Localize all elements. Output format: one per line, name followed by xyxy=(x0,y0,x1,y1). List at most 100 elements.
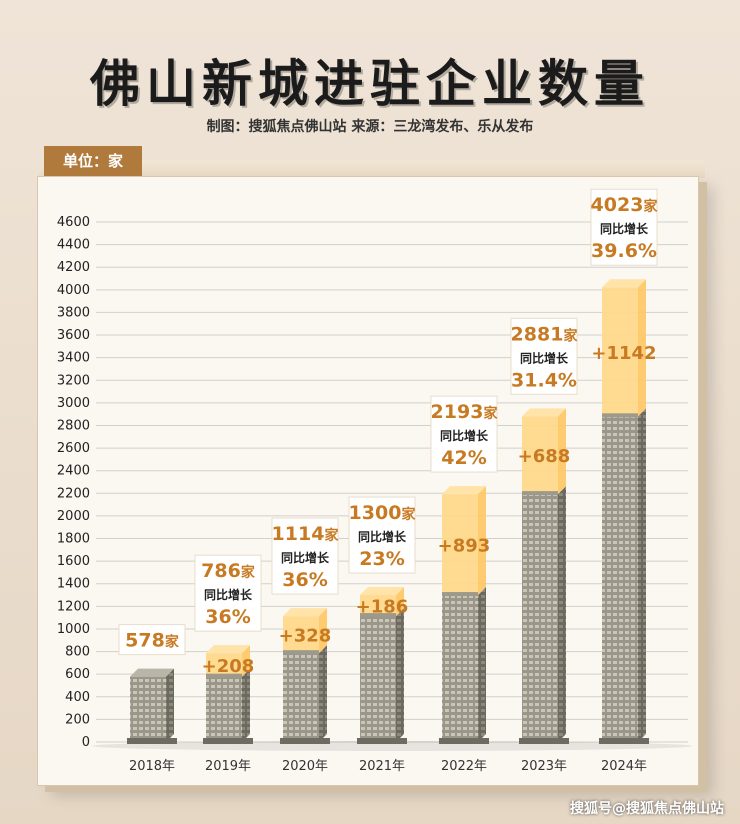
y-tick-label: 1200 xyxy=(57,599,90,614)
bar-base xyxy=(439,738,489,744)
y-tick-label: 3600 xyxy=(57,328,90,343)
value-number: 786 xyxy=(201,560,241,582)
yoy-label: 同比增长 xyxy=(204,587,253,602)
value-number: 2881 xyxy=(511,323,564,345)
y-tick-label: 2400 xyxy=(57,464,90,479)
y-tick-label: 0 xyxy=(82,735,90,750)
increment-top xyxy=(522,408,566,417)
y-tick-label: 400 xyxy=(65,690,90,705)
increment-side xyxy=(638,279,646,417)
y-tick-label: 1600 xyxy=(57,554,90,569)
value-label: 2881家 xyxy=(511,323,579,345)
yoy-label: 同比增长 xyxy=(358,529,407,544)
bar-side xyxy=(638,408,646,742)
increment-front xyxy=(360,595,396,617)
bar-front xyxy=(360,616,396,742)
increment-side xyxy=(319,608,327,654)
bar-side xyxy=(242,668,250,742)
yoy-value: 36% xyxy=(205,606,250,628)
y-tick-label: 4600 xyxy=(57,215,90,230)
callout-box xyxy=(194,554,262,632)
x-tick-label: 2023年 xyxy=(521,759,567,774)
increment-front xyxy=(602,287,638,417)
increment-top xyxy=(206,645,250,654)
y-tick-label: 3000 xyxy=(57,396,90,411)
increment-label: +208 xyxy=(202,656,255,677)
increment-label: +688 xyxy=(518,446,571,467)
value-unit: 家 xyxy=(241,564,256,581)
increment-top xyxy=(602,279,646,288)
y-tick-label: 4400 xyxy=(57,238,90,253)
y-tick-label: 1000 xyxy=(57,622,90,637)
bar-front xyxy=(442,595,478,742)
y-tick-label: 2800 xyxy=(57,418,90,433)
y-tick-label: 3200 xyxy=(57,373,90,388)
callout-box xyxy=(271,517,339,595)
increment-front xyxy=(283,616,319,654)
value-unit: 家 xyxy=(563,327,578,344)
x-tick-label: 2022年 xyxy=(441,759,487,774)
bar-roof-line xyxy=(360,613,396,618)
value-label: 786家 xyxy=(201,560,256,582)
value-unit: 家 xyxy=(165,634,180,651)
bar-side xyxy=(166,668,174,742)
yoy-value: 31.4% xyxy=(511,369,577,391)
bar-front xyxy=(130,676,166,742)
page-title: 佛山新城进驻企业数量 xyxy=(90,55,650,113)
y-tick-label: 200 xyxy=(65,712,90,727)
x-tick-label: 2018年 xyxy=(129,759,175,774)
value-label: 578家 xyxy=(125,630,180,652)
yoy-value: 39.6% xyxy=(591,240,657,262)
value-label: 1114家 xyxy=(272,523,340,545)
yoy-label: 同比增长 xyxy=(520,350,569,365)
y-tick-label: 3400 xyxy=(57,351,90,366)
yoy-label: 同比增长 xyxy=(600,221,649,236)
value-unit: 家 xyxy=(401,506,416,523)
callout-box xyxy=(590,188,658,266)
value-label: 4023家 xyxy=(591,194,659,216)
y-tick-label: 2000 xyxy=(57,509,90,524)
bar-side xyxy=(478,587,486,742)
value-number: 2193 xyxy=(431,401,484,423)
callout-box xyxy=(348,496,416,574)
bar-side xyxy=(396,608,404,742)
increment-top xyxy=(442,486,486,495)
increment-label: +1142 xyxy=(591,343,656,364)
yoy-label: 同比增长 xyxy=(440,428,489,443)
y-tick-label: 600 xyxy=(65,667,90,682)
y-tick-label: 4000 xyxy=(57,283,90,298)
x-tick-label: 2019年 xyxy=(205,759,251,774)
watermark: 搜狐号@搜狐焦点佛山站 xyxy=(570,801,724,817)
x-tick-label: 2021年 xyxy=(359,759,405,774)
bar-roof-line xyxy=(442,592,478,597)
value-unit: 家 xyxy=(643,198,658,215)
increment-side xyxy=(558,408,566,495)
x-tick-label: 2024年 xyxy=(601,759,647,774)
bar-base xyxy=(203,738,253,744)
increment-label: +186 xyxy=(356,597,409,618)
value-number: 578 xyxy=(125,630,165,652)
bar-roof-line xyxy=(206,673,242,678)
y-tick-label: 1400 xyxy=(57,577,90,592)
y-tick-label: 2200 xyxy=(57,486,90,501)
value-unit: 家 xyxy=(324,527,339,544)
source-line: 制图：搜狐焦点佛山站 来源：三龙湾发布、乐从发布 xyxy=(206,119,534,135)
increment-label: +893 xyxy=(438,536,491,557)
bar-roof xyxy=(130,668,174,677)
callout-box xyxy=(118,624,186,656)
yoy-value: 42% xyxy=(441,447,486,469)
bar-front xyxy=(283,653,319,742)
bar-base xyxy=(127,738,177,744)
value-number: 4023 xyxy=(591,194,644,216)
increment-side xyxy=(478,486,486,596)
unit-tab: 单位：家 xyxy=(44,146,142,176)
x-tick-label: 2020年 xyxy=(282,759,328,774)
yoy-label: 同比增长 xyxy=(281,550,330,565)
increment-front xyxy=(206,653,242,677)
y-tick-label: 3800 xyxy=(57,305,90,320)
bar-front xyxy=(206,676,242,742)
bar-side xyxy=(319,645,327,742)
bar-base xyxy=(280,738,330,744)
increment-front xyxy=(442,494,478,596)
